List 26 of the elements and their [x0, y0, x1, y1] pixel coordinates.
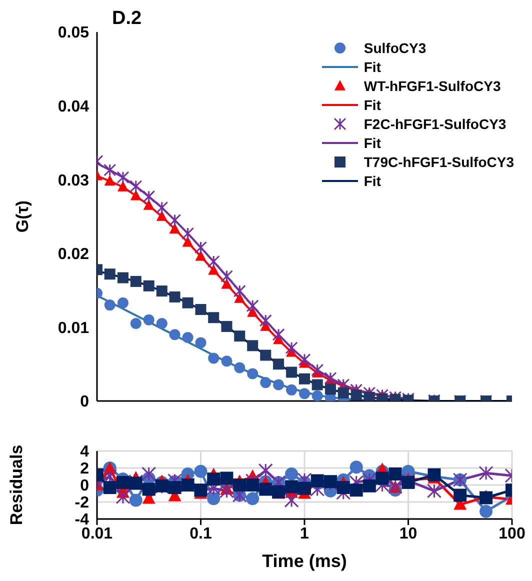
x-axis-title: Time (ms) [262, 551, 347, 571]
legend-label: Fit [364, 96, 381, 112]
legend-label: WT-hFGF1-SulfoCY3 [364, 78, 501, 94]
y-tick-label: 0.04 [58, 98, 90, 116]
y-tick-label: 0.05 [58, 24, 90, 42]
y-axis-title: G(τ) [13, 200, 32, 233]
x-tick-label: 10 [399, 525, 418, 542]
y-tick-label: 2 [80, 460, 90, 478]
y-tick-label: 0.02 [58, 246, 90, 264]
y-tick-label: 0 [80, 478, 90, 495]
y-tick-label: -2 [74, 494, 90, 512]
legend-label: F2C-hFGF1-SulfoCY3 [364, 116, 506, 132]
x-tick-label: 100 [498, 525, 526, 542]
x-tick-label: 0.1 [190, 525, 212, 542]
x-tick-label: 1 [300, 525, 310, 542]
y-tick-label: 0.01 [58, 320, 90, 337]
legend-label: T79C-hFGF1-SulfoCY3 [364, 154, 514, 170]
y-tick-label: 4 [80, 444, 90, 461]
y-axis-title: Residuals [7, 444, 26, 526]
legend-label: Fit [364, 134, 381, 150]
y-tick-label: 0 [80, 394, 90, 411]
legend-label: Fit [364, 58, 381, 74]
legend-label: Fit [364, 172, 381, 188]
chart-title: D.2 [112, 8, 142, 30]
legend-label: SulfoCY3 [364, 40, 426, 56]
y-tick-label: 0.03 [58, 172, 90, 190]
